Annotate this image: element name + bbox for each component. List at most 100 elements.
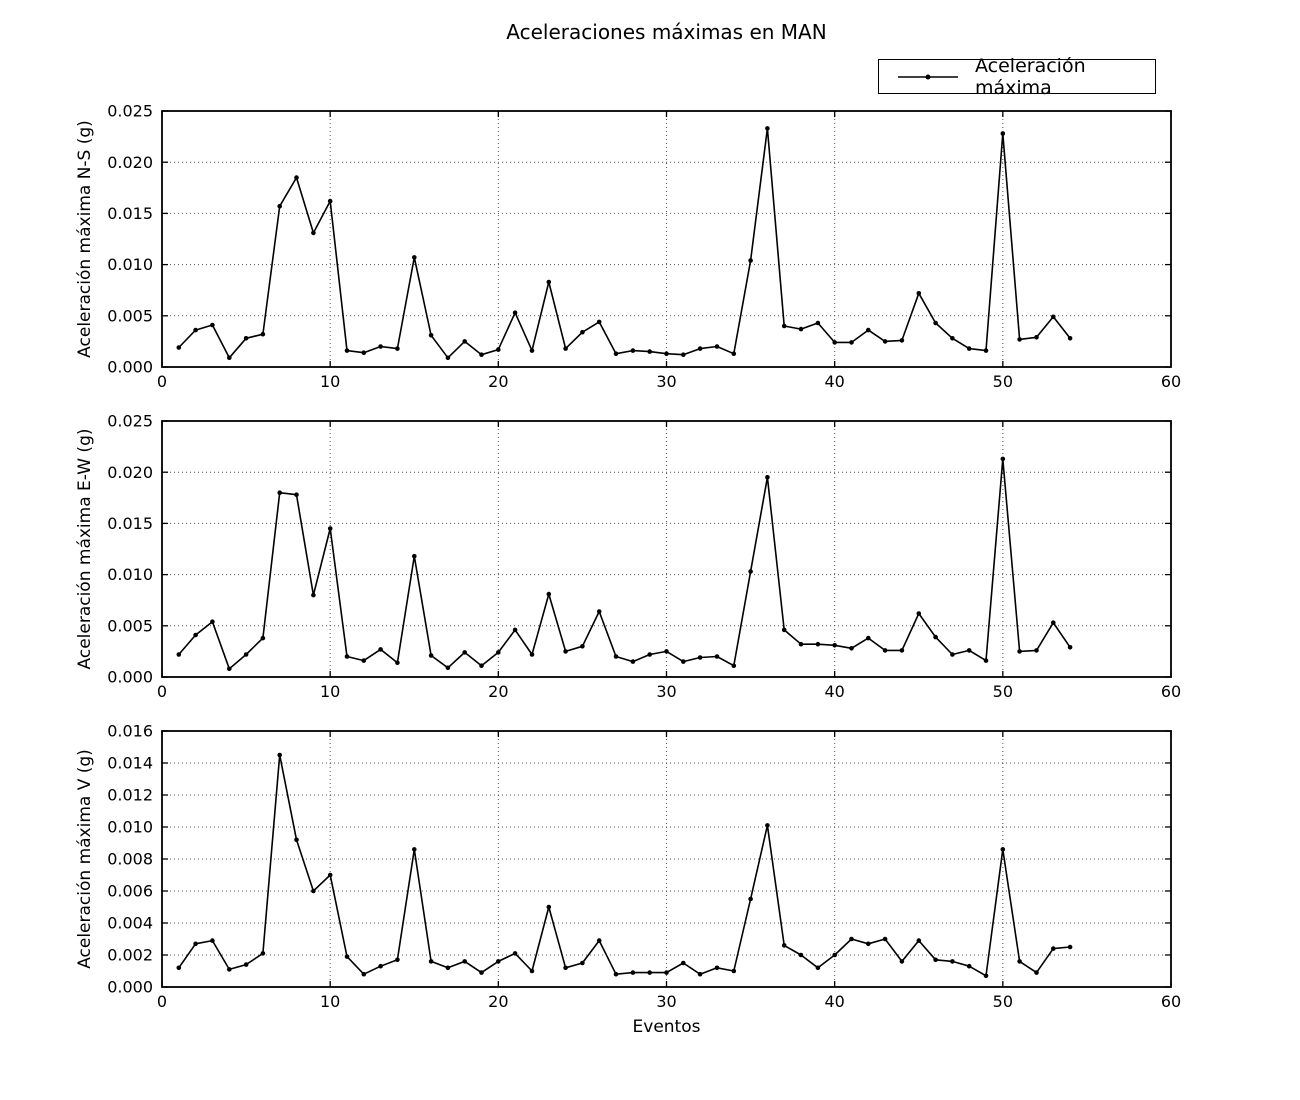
- data-point: [496, 347, 501, 352]
- x-tick-label: 60: [1161, 992, 1181, 1011]
- data-point: [260, 635, 266, 641]
- data-point: [983, 658, 989, 663]
- data-point: [479, 663, 484, 668]
- data-point: [681, 960, 686, 966]
- y-tick-label: 0.006: [107, 882, 153, 901]
- data-point: [563, 346, 568, 351]
- data-point: [260, 331, 266, 337]
- y-tick-label: 0.002: [107, 946, 153, 965]
- data-point: [966, 346, 972, 351]
- x-tick-labels: 0 10 20 30 40 50 60: [157, 992, 1181, 1011]
- x-tick-labels: 0 10 20 30 40 50 60: [157, 372, 1181, 391]
- data-point: [227, 666, 232, 672]
- data-point: [950, 959, 955, 964]
- data-point: [866, 327, 871, 333]
- data-point: [681, 352, 686, 358]
- data-point: [1051, 946, 1056, 951]
- data-point: [697, 346, 703, 351]
- legend: Aceleración máxima: [878, 55, 1156, 99]
- data-point: [714, 965, 720, 971]
- data-point: [781, 943, 787, 948]
- data-point: [849, 646, 854, 651]
- tick-marks: [161, 730, 1172, 988]
- x-tick-label: 0: [157, 682, 167, 701]
- y-tick-label: 0.025: [107, 412, 153, 431]
- y-tick-label: 0.008: [107, 850, 153, 869]
- grid: [162, 111, 1171, 367]
- data-point: [664, 970, 669, 975]
- data-point: [832, 340, 837, 345]
- data-point: [378, 344, 383, 349]
- data-point: [765, 126, 770, 131]
- data-point: [765, 475, 770, 480]
- data-point: [899, 338, 905, 343]
- data-point: [1067, 944, 1073, 950]
- y-tick-label: 0.020: [107, 153, 153, 172]
- data-point: [1067, 645, 1073, 650]
- x-tick-label: 60: [1161, 372, 1181, 391]
- x-tick-label: 40: [824, 682, 844, 701]
- data-point: [1051, 314, 1056, 320]
- data-point: [311, 888, 316, 894]
- data-point: [1051, 620, 1056, 625]
- data-point: [849, 340, 854, 345]
- data-point: [210, 619, 215, 624]
- data-point: [1034, 335, 1039, 340]
- data-point: [294, 837, 299, 843]
- data-point: [832, 643, 837, 648]
- data-point: [512, 951, 518, 956]
- data-point: [899, 648, 905, 653]
- x-tick-label: 0: [157, 992, 167, 1011]
- y-tick-label: 0.015: [107, 204, 153, 223]
- y-tick-label: 0.010: [107, 255, 153, 274]
- tick-marks: [161, 110, 1172, 368]
- data-point: [294, 492, 299, 498]
- data-points: [176, 752, 1073, 979]
- data-point: [815, 965, 821, 971]
- data-point: [916, 938, 922, 943]
- data-point: [227, 355, 232, 361]
- tick-marks: [161, 420, 1172, 678]
- data-point: [613, 971, 619, 977]
- data-point: [647, 970, 652, 975]
- x-tick-label: 20: [488, 372, 508, 391]
- data-point: [630, 348, 636, 353]
- data-point: [563, 649, 568, 654]
- data-point: [1017, 649, 1022, 654]
- x-tick-label: 30: [656, 992, 676, 1011]
- data-point: [193, 632, 198, 638]
- data-point: [866, 941, 871, 947]
- y-axis-label: Aceleración máxima E-W (g): [75, 429, 95, 670]
- legend-line-sample: [898, 74, 958, 79]
- data-point: [1034, 970, 1039, 975]
- grid: [162, 731, 1171, 987]
- data-line: [178, 127, 1071, 359]
- data-point: [933, 320, 938, 326]
- data-point: [395, 660, 400, 665]
- data-point: [529, 652, 535, 657]
- data-point: [664, 351, 669, 357]
- data-point: [1017, 959, 1022, 964]
- data-point: [479, 352, 484, 358]
- data-point: [210, 938, 215, 943]
- data-point: [916, 611, 922, 616]
- data-point: [647, 652, 652, 657]
- data-point: [1000, 131, 1006, 136]
- x-tick-label: 10: [320, 682, 340, 701]
- data-point: [748, 569, 753, 574]
- data-point: [596, 319, 602, 325]
- data-point: [445, 665, 451, 671]
- x-tick-label: 30: [656, 372, 676, 391]
- x-tick-label: 40: [824, 372, 844, 391]
- y-tick-label: 0.004: [107, 914, 153, 933]
- data-point: [563, 965, 568, 971]
- data-point: [630, 659, 636, 664]
- x-tick-label: 30: [656, 682, 676, 701]
- y-tick-label: 0.012: [107, 786, 153, 805]
- data-point: [681, 659, 686, 664]
- data-point: [580, 960, 585, 966]
- data-point: [882, 648, 888, 653]
- data-point: [176, 965, 182, 971]
- data-point: [176, 652, 182, 657]
- data-point: [630, 970, 636, 975]
